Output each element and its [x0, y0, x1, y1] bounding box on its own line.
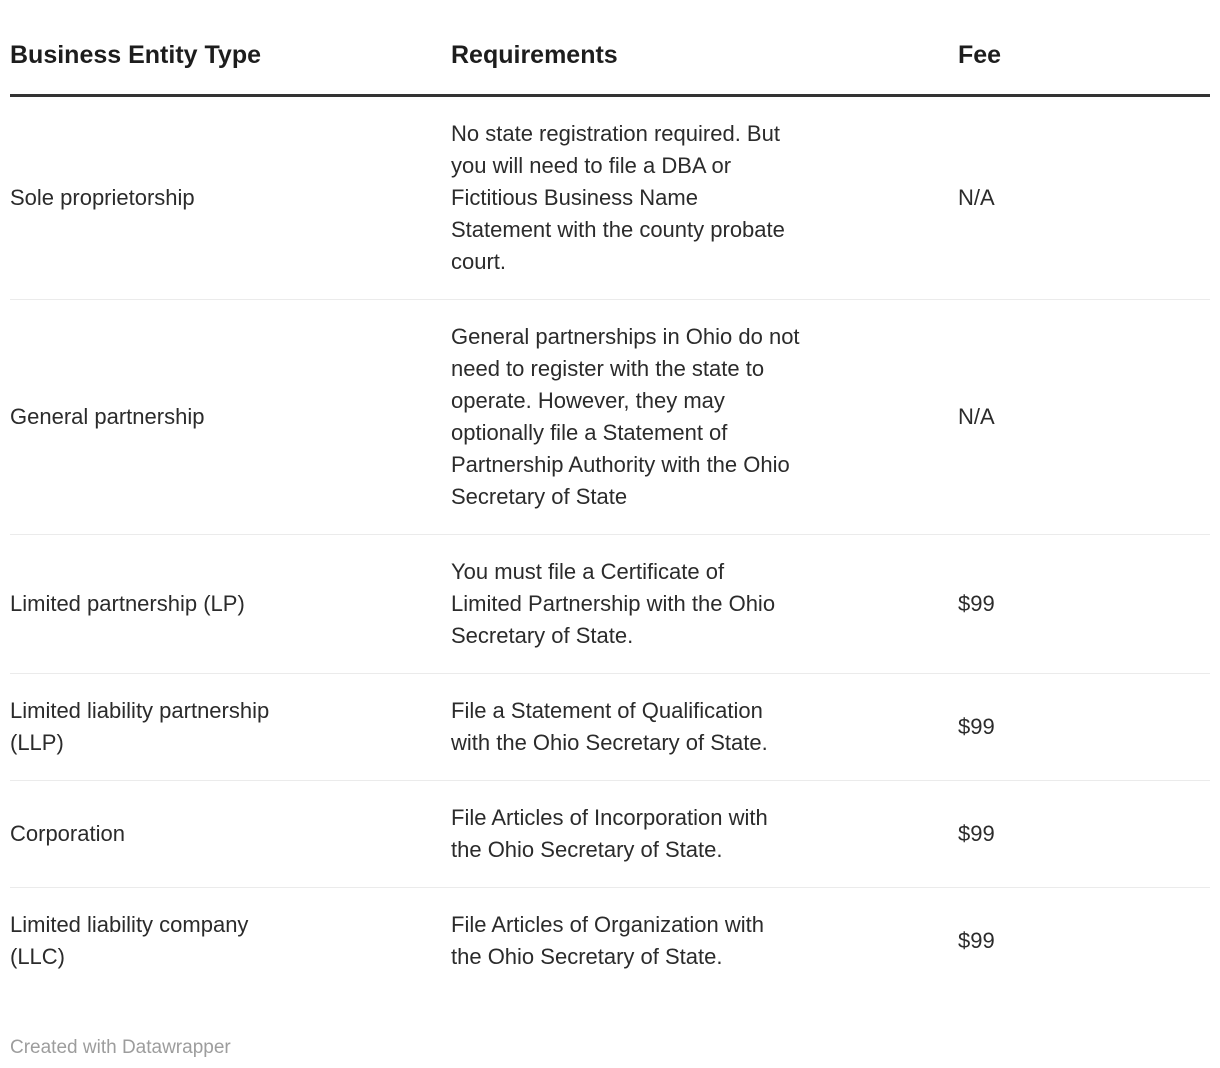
cell-fee: $99 [958, 534, 1210, 674]
cell-entity-type: Sole proprietorship [10, 185, 195, 210]
cell-entity-type: Corporation [10, 780, 451, 888]
cell-fee: $99 [958, 780, 1210, 888]
table-header: Business Entity Type Requirements Fee [10, 40, 1210, 97]
cell-fee: N/A [958, 299, 1210, 535]
cell-requirements: General partnerships in Ohio do not need… [451, 299, 958, 535]
cell-requirements: File Articles of Incorporation with the … [451, 780, 958, 888]
cell-fee: $99 [958, 887, 1210, 994]
cell-entity-type: Limited partnership (LP) [10, 534, 451, 674]
table-row: Corporation File Articles of Incorporati… [10, 780, 1210, 888]
table-row: Limited liability partnership (LLP) File… [10, 673, 1210, 781]
cell-requirements: File a Statement of Qualification with t… [451, 673, 958, 781]
table-body: Sole proprietorship No state registratio… [10, 96, 1210, 994]
table-row: Limited partnership (LP) You must file a… [10, 534, 1210, 674]
cell-fee: $99 [958, 673, 1210, 781]
column-header-requirements: Requirements [451, 40, 958, 97]
column-header-entity-type: Business Entity Type [10, 40, 451, 97]
cell-requirements: No state registration required. But you … [451, 121, 785, 274]
entity-fee-table: Business Entity Type Requirements Fee So… [10, 40, 1210, 994]
datawrapper-attribution-link[interactable]: Created with Datawrapper [10, 1037, 231, 1058]
cell-fee: N/A [958, 185, 995, 210]
cell-entity-type: Limited liability partnership (LLP) [10, 673, 451, 781]
cell-entity-type: Limited liability company (LLC) [10, 887, 451, 994]
column-header-fee: Fee [958, 40, 1210, 97]
table-row: General partnership General partnerships… [10, 299, 1210, 535]
cell-entity-type: General partnership [10, 299, 451, 535]
cell-requirements: File Articles of Organization with the O… [451, 887, 958, 994]
cell-requirements: You must file a Certificate of Limited P… [451, 534, 958, 674]
table-row: Limited liability company (LLC) File Art… [10, 887, 1210, 994]
table-row: Sole proprietorship No state registratio… [10, 96, 1210, 300]
header-row: Business Entity Type Requirements Fee [10, 40, 1210, 97]
